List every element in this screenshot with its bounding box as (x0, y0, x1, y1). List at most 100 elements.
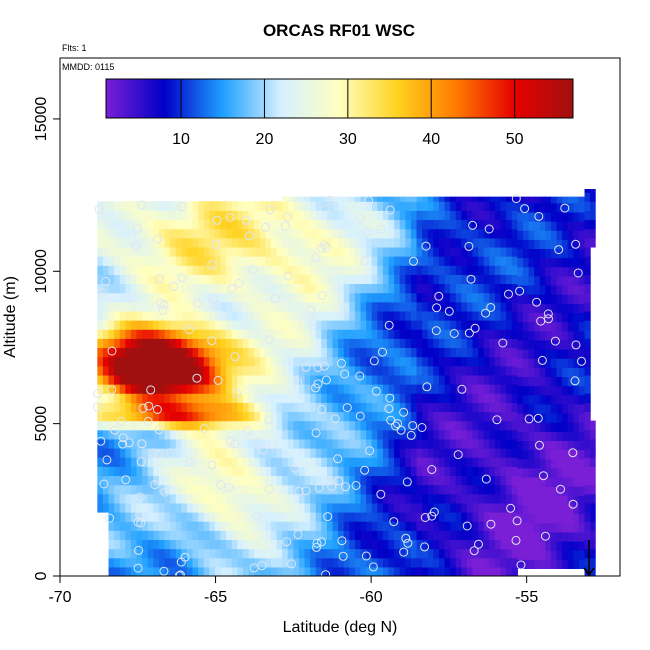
heatmap-cell (455, 237, 462, 248)
heatmap-cell (214, 557, 222, 568)
heatmap-cell (242, 310, 250, 321)
heatmap-cell (119, 347, 126, 358)
heatmap-cell (125, 246, 132, 257)
heatmap-cell (254, 384, 261, 394)
heatmap-cell (315, 530, 322, 541)
heatmap-cell (343, 475, 350, 486)
heatmap-cell (578, 540, 586, 551)
heatmap-cell (237, 420, 244, 431)
heatmap-cell (416, 196, 423, 202)
heatmap-cell (422, 374, 429, 385)
flight-track-marker (160, 487, 170, 497)
heatmap-cell (422, 502, 429, 513)
heatmap-cell (422, 201, 429, 211)
heatmap-cell (573, 440, 580, 451)
heatmap-cell (399, 384, 406, 394)
heatmap-cell (366, 457, 373, 467)
heatmap-cell (270, 301, 278, 312)
heatmap-cell (354, 448, 362, 458)
heatmap-cell (455, 475, 462, 486)
heatmap-cell (304, 384, 311, 394)
heatmap-cell (545, 504, 552, 515)
heatmap-cell (147, 356, 154, 367)
heatmap-cell (461, 329, 468, 339)
heatmap-cell (158, 283, 166, 294)
heatmap-cell (203, 374, 210, 385)
heatmap-cell (270, 356, 278, 367)
heatmap-cell (338, 484, 345, 495)
heatmap-cell (489, 557, 496, 568)
heatmap-cell (293, 466, 300, 477)
heatmap-cell (170, 365, 177, 376)
heatmap-cell (158, 265, 166, 275)
heatmap-cell (578, 339, 586, 350)
heatmap-cell (506, 201, 513, 211)
heatmap-cell (578, 239, 586, 250)
heatmap-cell (147, 246, 154, 257)
heatmap-cell (455, 196, 462, 202)
heatmap-cell (231, 356, 238, 367)
heatmap-cell (567, 504, 574, 515)
heatmap-cell (506, 484, 513, 495)
heatmap-cell (562, 522, 569, 533)
heatmap-cell (231, 283, 238, 294)
heatmap-cell (214, 320, 222, 330)
heatmap-cell (405, 548, 412, 559)
heatmap-cell (578, 559, 586, 569)
heatmap-cell (354, 438, 362, 449)
heatmap-cell (522, 422, 530, 432)
heatmap-cell (242, 484, 250, 495)
heatmap-cell (450, 265, 457, 275)
heatmap-cell (142, 411, 149, 422)
heatmap-cell (158, 310, 166, 321)
heatmap-cell (416, 283, 423, 294)
heatmap-cell (556, 412, 563, 423)
heatmap-cell (573, 196, 580, 204)
heatmap-cell (528, 513, 535, 524)
heatmap-cell (332, 329, 339, 339)
heatmap-cell (304, 320, 311, 330)
heatmap-cell (584, 557, 591, 568)
heatmap-cell (489, 219, 496, 230)
heatmap-cell (500, 521, 507, 531)
heatmap-cell (293, 384, 300, 394)
heatmap-cell (293, 283, 300, 294)
heatmap-cell (192, 493, 199, 504)
heatmap-cell (478, 484, 485, 495)
heatmap-cell (164, 265, 171, 275)
heatmap-cell (237, 548, 244, 559)
heatmap-cell (315, 265, 322, 275)
heatmap-cell (321, 196, 328, 202)
heatmap-cell (584, 365, 591, 376)
heatmap-cell (114, 429, 121, 440)
heatmap-cell (164, 475, 171, 486)
heatmap-cell (198, 219, 205, 230)
heatmap-cell (483, 201, 490, 211)
heatmap-cell (455, 228, 462, 239)
heatmap-cell (108, 292, 115, 303)
heatmap-cell (175, 402, 182, 413)
heatmap-cell (114, 438, 121, 449)
heatmap-cell (511, 292, 518, 303)
heatmap-cell (478, 356, 485, 367)
heatmap-cell (511, 338, 518, 349)
heatmap-cell (198, 393, 205, 403)
heatmap-cell (254, 256, 261, 266)
heatmap-cell (550, 248, 558, 259)
heatmap-cell (119, 228, 126, 239)
heatmap-cell (332, 475, 339, 486)
heatmap-cell (394, 420, 401, 431)
heatmap-cell (326, 438, 334, 449)
heatmap-cell (394, 201, 401, 211)
heatmap-cell (293, 502, 300, 513)
heatmap-cell (242, 393, 250, 403)
heatmap-cell (192, 502, 199, 513)
heatmap-cell (416, 356, 423, 367)
heatmap-cell (422, 356, 429, 367)
heatmap-cell (517, 312, 524, 323)
heatmap-cell (461, 402, 468, 413)
heatmap-cell (371, 228, 378, 239)
heatmap-cell (494, 502, 502, 513)
heatmap-cell (427, 557, 434, 568)
heatmap-cell (455, 210, 462, 221)
